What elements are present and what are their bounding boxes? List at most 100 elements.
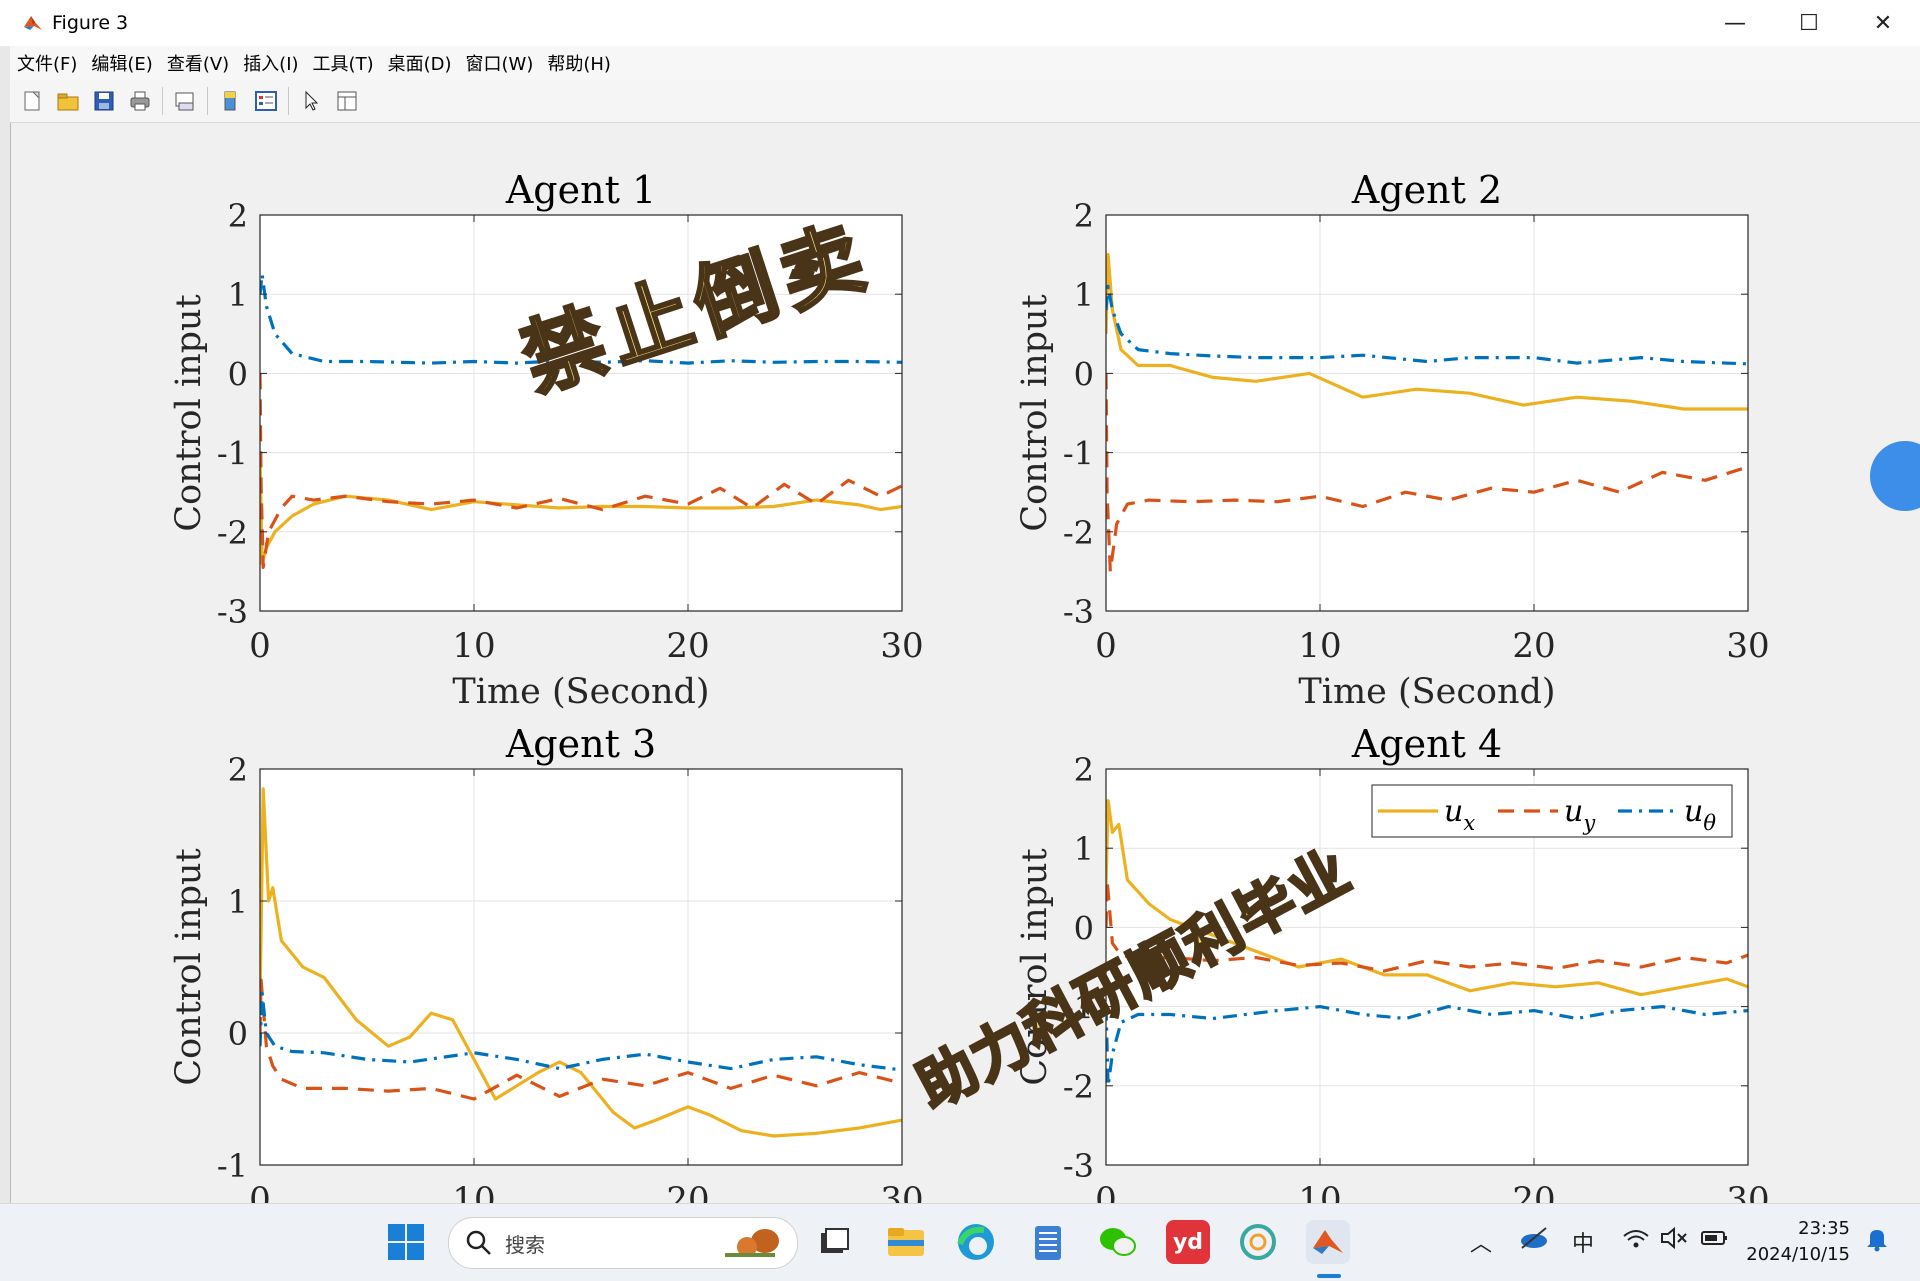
notepad-icon[interactable]	[1026, 1220, 1070, 1264]
x-tick-label: 20	[666, 626, 709, 666]
y-tick-label: 0	[1074, 355, 1094, 393]
series-line-u-x	[1106, 799, 1748, 997]
file-explorer-icon[interactable]	[884, 1220, 928, 1264]
x-tick-label: 10	[1298, 1180, 1341, 1203]
notification-bell-icon[interactable]	[1864, 1226, 1890, 1258]
y-tick-label: 1	[228, 883, 248, 921]
edit-plot-arrow-icon[interactable]	[297, 87, 325, 115]
windows-taskbar: 搜索 yd ︿ 中 23:35 2024/10/15	[0, 1203, 1920, 1281]
close-button[interactable]: ✕	[1873, 10, 1893, 36]
x-tick-label: 0	[249, 1180, 271, 1203]
youdao-icon[interactable]: yd	[1166, 1220, 1210, 1264]
menu-edit[interactable]: 编辑(E)	[91, 54, 153, 75]
y-axis-label: Control input	[169, 294, 209, 531]
y-tick-label: 1	[1074, 830, 1094, 868]
search-placeholder: 搜索	[505, 1232, 545, 1257]
chart-title: Agent 3	[505, 722, 656, 766]
figure-toolbar	[10, 80, 1920, 123]
axes-box	[259, 768, 903, 1166]
y-tick-label: 0	[228, 355, 248, 393]
chart-legend: ux uy uθ	[1371, 784, 1733, 838]
y-tick-label: -1	[1063, 989, 1094, 1027]
y-tick-label: -2	[1063, 1068, 1094, 1106]
legend-label-u-x: ux	[1444, 794, 1475, 835]
maximize-button[interactable]: ☐	[1799, 10, 1819, 36]
y-tick-label: -1	[1063, 435, 1094, 473]
axes-box	[1105, 768, 1749, 1166]
wifi-icon[interactable]	[1622, 1226, 1650, 1256]
y-tick-label: 1	[228, 276, 248, 314]
window-title: Figure 3	[52, 12, 129, 34]
clock-time: 23:35	[1798, 1218, 1850, 1239]
axes-box	[1105, 214, 1749, 612]
series-line-u-θ	[1106, 284, 1748, 366]
link-plot-icon[interactable]	[171, 87, 199, 115]
menu-view[interactable]: 查看(V)	[166, 54, 230, 75]
toolbar-separator	[288, 87, 289, 115]
axes-background	[1106, 215, 1748, 611]
x-tick-label: 10	[452, 1180, 495, 1203]
x-tick-label: 20	[1512, 626, 1555, 666]
x-tick-label: 20	[1512, 1180, 1555, 1203]
task-view-icon[interactable]	[812, 1220, 856, 1264]
wechat-icon[interactable]	[1096, 1220, 1140, 1264]
search-icon	[466, 1230, 491, 1255]
x-tick-label: 0	[1095, 1180, 1117, 1203]
onedrive-icon[interactable]	[1518, 1226, 1550, 1256]
y-tick-label: 0	[228, 1015, 248, 1053]
series-line-u-x	[260, 452, 902, 566]
insert-colorbar-icon[interactable]	[216, 87, 244, 115]
series-line-u-y	[260, 978, 902, 1101]
y-tick-label: 1	[1074, 276, 1094, 314]
menu-file[interactable]: 文件(F)	[17, 54, 78, 75]
y-tick-label: 0	[1074, 909, 1094, 947]
y-tick-label: -2	[217, 514, 248, 552]
floating-assistant-button[interactable]	[1870, 441, 1920, 511]
edge-browser-icon[interactable]	[954, 1220, 998, 1264]
menu-desktop[interactable]: 桌面(D)	[387, 54, 452, 75]
x-tick-label: 10	[1298, 626, 1341, 666]
property-inspector-icon[interactable]	[333, 87, 361, 115]
copilot-icon[interactable]	[1236, 1220, 1280, 1264]
y-tick-label: 2	[228, 197, 248, 235]
figure-canvas: 0 10 20 30 -3 -2 -1 0 1 2 Agent 1 Time (Second) Cont…	[10, 123, 1920, 1203]
open-file-icon[interactable]	[54, 87, 82, 115]
chart-title: Agent 2	[1351, 168, 1502, 212]
chart-agent-4: 0 10 20 30 -3 -2 -1 0 1 2 Agent 4 Control input ux uy…	[1015, 722, 1770, 1203]
series-line-u-θ	[260, 272, 902, 365]
chart-agent-1: 0 10 20 30 -3 -2 -1 0 1 2 Agent 1 Time (Second) Cont…	[169, 168, 924, 712]
clock-date: 2024/10/15	[1746, 1244, 1850, 1265]
ime-indicator[interactable]: 中	[1572, 1232, 1595, 1257]
menu-tools[interactable]: 工具(T)	[312, 54, 374, 75]
minimize-button[interactable]: —	[1724, 10, 1746, 36]
system-clock[interactable]: 23:35 2024/10/15	[1746, 1216, 1850, 1268]
taskbar-search-box[interactable]: 搜索	[448, 1217, 798, 1269]
insert-legend-icon[interactable]	[252, 87, 280, 115]
x-tick-label: 0	[249, 626, 271, 666]
series-line-u-x	[260, 787, 902, 1138]
y-axis-label: Control input	[1015, 848, 1055, 1085]
chevron-up-icon[interactable]: ︿	[1470, 1232, 1493, 1257]
battery-icon[interactable]	[1700, 1226, 1730, 1256]
x-tick-label: 0	[1095, 626, 1117, 666]
volume-muted-icon[interactable]	[1660, 1226, 1688, 1256]
y-tick-label: -3	[217, 593, 248, 631]
print-icon[interactable]	[126, 87, 154, 115]
new-figure-icon[interactable]	[18, 87, 46, 115]
y-axis-label: Control input	[169, 848, 209, 1085]
matlab-icon[interactable]	[1306, 1220, 1350, 1264]
chart-agent-2: 0 10 20 30 -3 -2 -1 0 1 2 Agent 2 Time (Second) Cont…	[1015, 168, 1770, 712]
save-icon[interactable]	[90, 87, 118, 115]
x-axis-label: Time (Second)	[452, 672, 709, 712]
y-tick-label: -1	[217, 435, 248, 473]
toolbar-separator	[162, 87, 163, 115]
menu-bar: 文件(F) 编辑(E) 查看(V) 插入(I) 工具(T) 桌面(D) 窗口(W…	[10, 46, 1920, 80]
menu-help[interactable]: 帮助(H)	[547, 54, 611, 75]
windows-start-icon[interactable]	[384, 1220, 428, 1264]
window-controls: — ☐ ✕	[1698, 0, 1920, 46]
legend-label-u-θ: uθ	[1684, 794, 1716, 835]
menu-insert[interactable]: 插入(I)	[243, 54, 299, 75]
menu-window[interactable]: 窗口(W)	[465, 54, 534, 75]
